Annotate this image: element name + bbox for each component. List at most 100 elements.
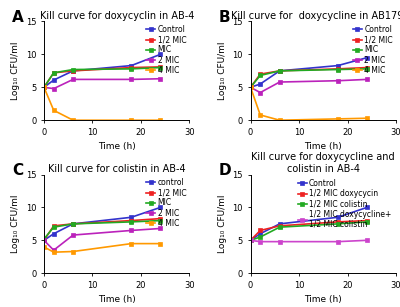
Control xyxy=(71,69,76,73)
Control xyxy=(364,206,369,209)
4 MIC xyxy=(129,119,134,122)
4 MIC xyxy=(71,250,76,253)
1/2 MIC xyxy=(71,69,76,73)
4 MIC xyxy=(258,113,263,117)
1/2 MIC xyxy=(51,71,56,75)
MIC xyxy=(158,219,163,222)
Control xyxy=(248,239,253,242)
Control xyxy=(51,78,56,82)
2 MIC xyxy=(129,229,134,232)
2 MIC xyxy=(277,80,282,84)
MIC xyxy=(258,74,263,77)
Y-axis label: Log₁₀ CFU/ml: Log₁₀ CFU/ml xyxy=(11,42,20,100)
Line: MIC: MIC xyxy=(42,65,163,90)
1/2 MIC xyxy=(336,67,340,71)
control xyxy=(129,216,134,219)
1/2 MIC xyxy=(129,66,134,69)
1/2 MIC xyxy=(248,85,253,89)
Control xyxy=(336,64,340,68)
4 MIC xyxy=(158,242,163,246)
Y-axis label: Log₁₀ CFU/ml: Log₁₀ CFU/ml xyxy=(218,42,227,100)
Line: 2 MIC: 2 MIC xyxy=(248,77,369,95)
Line: 1/2 MIC doxycycline+
1/2 MIC colistin: 1/2 MIC doxycycline+ 1/2 MIC colistin xyxy=(248,238,369,244)
Line: 4 MIC: 4 MIC xyxy=(42,85,163,122)
1/2 MIC doxycycline+
1/2 MIC colistin xyxy=(248,239,253,242)
Control xyxy=(364,56,369,60)
1/2 MIC xyxy=(258,72,263,76)
2 MIC xyxy=(248,85,253,89)
Title: Kill curve for doxycycline and
colistin in AB-4: Kill curve for doxycycline and colistin … xyxy=(252,152,395,174)
X-axis label: Time (h): Time (h) xyxy=(98,142,136,151)
2 MIC xyxy=(258,91,263,95)
Line: 2 MIC: 2 MIC xyxy=(42,76,163,91)
Legend: Control, 1/2 MIC doxycycin, 1/2 MIC colistin, 1/2 MIC doxycycline+
1/2 MIC colis: Control, 1/2 MIC doxycycin, 1/2 MIC coli… xyxy=(297,178,392,230)
MIC xyxy=(51,71,56,75)
Line: Control: Control xyxy=(248,55,369,90)
2 MIC xyxy=(71,78,76,81)
4 MIC xyxy=(248,85,253,89)
Line: 4 MIC: 4 MIC xyxy=(42,241,163,255)
X-axis label: Time (h): Time (h) xyxy=(98,295,136,305)
Line: 4 MIC: 4 MIC xyxy=(248,85,369,122)
Line: 1/2 MIC colistin: 1/2 MIC colistin xyxy=(248,220,369,243)
X-axis label: Time (h): Time (h) xyxy=(304,142,342,151)
2 MIC xyxy=(42,239,46,242)
1/2 MIC xyxy=(158,217,163,220)
Text: A: A xyxy=(12,10,24,25)
MIC xyxy=(277,69,282,73)
1/2 MIC xyxy=(42,239,46,242)
1/2 MIC doxycycline+
1/2 MIC colistin xyxy=(364,239,369,242)
Control xyxy=(258,82,263,86)
1/2 MIC colistin xyxy=(277,225,282,229)
Title: Kill curve for colistin in AB-4: Kill curve for colistin in AB-4 xyxy=(48,164,186,174)
1/2 MIC colistin xyxy=(336,222,340,226)
1/2 MIC colistin xyxy=(258,235,263,239)
4 MIC xyxy=(42,85,46,89)
1/2 MIC doxycycin xyxy=(248,239,253,242)
Text: C: C xyxy=(12,163,23,178)
1/2 MIC doxycycline+
1/2 MIC colistin xyxy=(277,240,282,243)
1/2 MIC xyxy=(71,222,76,226)
1/2 MIC xyxy=(51,224,56,228)
1/2 MIC xyxy=(42,85,46,89)
1/2 MIC doxycycin xyxy=(277,224,282,228)
2 MIC xyxy=(364,78,369,81)
Control xyxy=(248,85,253,89)
1/2 MIC xyxy=(277,69,282,73)
4 MIC xyxy=(51,250,56,254)
1/2 MIC doxycycin xyxy=(364,219,369,222)
control xyxy=(51,232,56,235)
2 MIC xyxy=(51,87,56,91)
Line: MIC: MIC xyxy=(248,66,369,90)
1/2 MIC doxycycin xyxy=(336,220,340,224)
Title: Kill curve for doxycyclin in AB-4: Kill curve for doxycyclin in AB-4 xyxy=(40,11,194,21)
Line: Control: Control xyxy=(42,52,163,90)
Y-axis label: Log₁₀ CFU/ml: Log₁₀ CFU/ml xyxy=(11,195,20,253)
MIC xyxy=(71,68,76,71)
1/2 MIC doxycycin xyxy=(258,229,263,232)
2 MIC xyxy=(336,79,340,83)
Control xyxy=(42,85,46,89)
Line: 1/2 MIC: 1/2 MIC xyxy=(42,64,163,90)
1/2 MIC colistin xyxy=(364,220,369,224)
1/2 MIC xyxy=(364,66,369,69)
Line: 1/2 MIC: 1/2 MIC xyxy=(42,216,163,243)
1/2 MIC colistin xyxy=(248,239,253,242)
Line: 2 MIC: 2 MIC xyxy=(42,226,163,253)
X-axis label: Time (h): Time (h) xyxy=(304,295,342,305)
MIC xyxy=(364,67,369,71)
Text: D: D xyxy=(218,163,231,178)
4 MIC xyxy=(364,116,369,120)
Y-axis label: Log₁₀ CFU/ml: Log₁₀ CFU/ml xyxy=(218,195,227,253)
Control xyxy=(277,222,282,226)
4 MIC xyxy=(129,242,134,246)
2 MIC xyxy=(71,233,76,237)
Text: B: B xyxy=(218,10,230,25)
MIC xyxy=(71,222,76,226)
MIC xyxy=(42,237,46,241)
2 MIC xyxy=(129,78,134,81)
4 MIC xyxy=(42,245,46,249)
Line: MIC: MIC xyxy=(42,218,163,241)
2 MIC xyxy=(51,248,56,252)
Line: Control: Control xyxy=(248,205,369,243)
